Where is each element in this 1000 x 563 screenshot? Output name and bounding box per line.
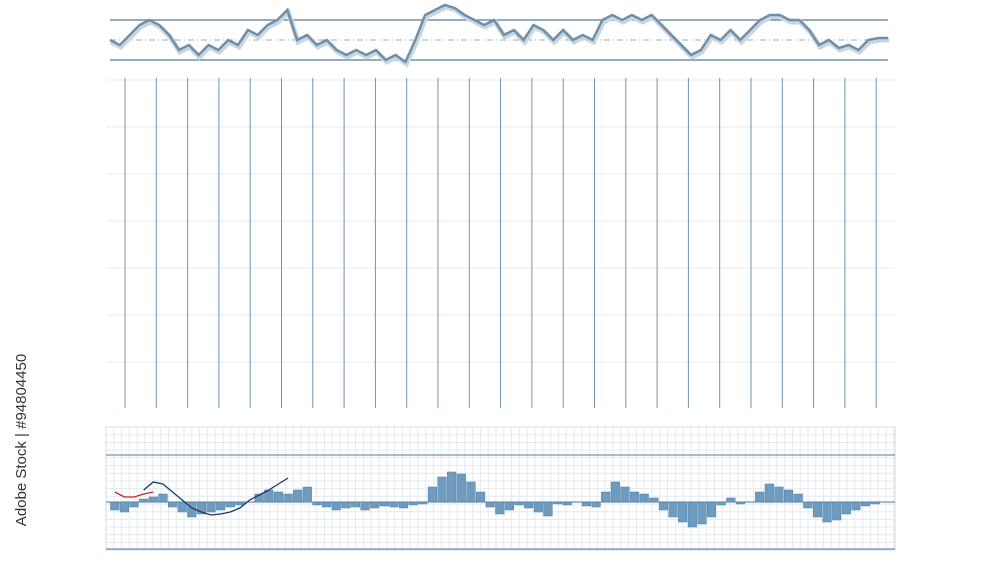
bar xyxy=(437,476,447,503)
bar xyxy=(148,496,158,503)
bar xyxy=(697,501,707,525)
bar xyxy=(350,501,360,508)
bar xyxy=(726,497,736,503)
bar xyxy=(119,501,129,513)
bar xyxy=(129,501,139,508)
bar xyxy=(283,493,293,503)
bar xyxy=(514,501,524,506)
bar xyxy=(418,501,428,505)
bar xyxy=(254,493,264,503)
bar xyxy=(687,501,697,528)
bar xyxy=(562,501,572,506)
bar xyxy=(861,501,871,507)
bar xyxy=(206,501,216,513)
bar xyxy=(832,501,842,521)
bar xyxy=(591,501,601,508)
bar xyxy=(427,486,437,503)
bar xyxy=(177,501,187,513)
bar xyxy=(803,501,813,509)
bar xyxy=(408,501,418,506)
bar xyxy=(196,501,206,515)
bar xyxy=(620,486,630,503)
bar xyxy=(360,501,370,511)
bar xyxy=(399,501,409,509)
bar xyxy=(225,501,235,508)
panel xyxy=(105,426,896,551)
bar xyxy=(302,486,312,503)
bar xyxy=(870,501,880,505)
bar xyxy=(158,493,168,503)
bar xyxy=(658,501,668,511)
bar xyxy=(639,493,649,503)
bar xyxy=(447,471,457,503)
bar xyxy=(784,489,794,503)
bar xyxy=(341,501,351,509)
credit: Adobe Stock | #94804450 xyxy=(13,354,30,526)
bar xyxy=(755,491,765,503)
bar xyxy=(524,501,534,509)
line xyxy=(109,3,888,64)
bar xyxy=(649,497,659,503)
bar xyxy=(678,501,688,523)
bar xyxy=(466,481,476,503)
bar xyxy=(533,501,543,513)
bar xyxy=(312,501,322,506)
bar xyxy=(456,473,466,503)
bar xyxy=(370,501,380,509)
bar xyxy=(293,489,303,503)
bar xyxy=(581,501,591,507)
bar xyxy=(495,501,505,515)
bar xyxy=(630,491,640,503)
bar xyxy=(601,491,611,503)
bar xyxy=(139,498,149,503)
bar xyxy=(322,501,332,508)
bar xyxy=(774,486,784,503)
bar xyxy=(273,491,283,503)
bar xyxy=(812,501,822,518)
bar xyxy=(793,493,803,503)
bar xyxy=(476,491,486,503)
bar xyxy=(851,501,861,511)
bar xyxy=(735,501,745,505)
bar xyxy=(331,501,341,511)
bar xyxy=(822,501,832,523)
bar xyxy=(543,501,553,517)
bar xyxy=(216,501,226,511)
bar xyxy=(668,501,678,518)
bar xyxy=(841,501,851,515)
bar xyxy=(110,501,120,511)
bar xyxy=(764,483,774,503)
bar xyxy=(485,501,495,508)
bar xyxy=(610,481,620,503)
bar xyxy=(504,501,514,511)
line xyxy=(114,491,154,498)
bar xyxy=(389,501,399,508)
bar xyxy=(235,501,245,506)
bar xyxy=(168,501,178,508)
bar xyxy=(716,501,726,506)
bar xyxy=(707,501,717,518)
bar xyxy=(379,501,389,507)
line xyxy=(143,477,289,516)
bar xyxy=(553,501,563,505)
